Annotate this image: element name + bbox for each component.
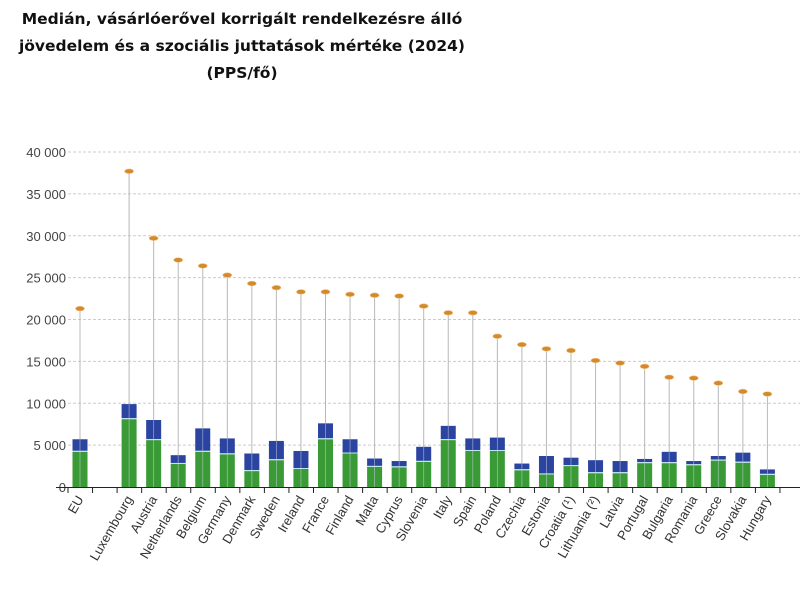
median-marker — [75, 306, 85, 312]
median-marker — [369, 292, 380, 298]
median-marker — [467, 310, 478, 316]
median-marker — [247, 280, 257, 287]
median-marker — [394, 293, 404, 299]
median-marker — [443, 310, 454, 316]
median-marker — [615, 360, 625, 366]
median-marker — [664, 374, 675, 380]
y-tick-label: 20 000 — [26, 313, 66, 328]
y-tick-label: 15 000 — [26, 354, 66, 369]
y-tick-label: 5 000 — [33, 438, 66, 453]
chart-title-line-3: (PPS/fő) — [206, 64, 278, 82]
median-marker — [148, 235, 159, 241]
median-marker — [713, 380, 724, 386]
median-marker — [541, 346, 552, 352]
median-marker — [738, 388, 748, 395]
median-marker — [517, 342, 527, 348]
x-category-label: Italy — [430, 493, 455, 522]
y-tick-label: 40 000 — [26, 145, 66, 160]
median-marker — [173, 257, 183, 263]
median-marker — [296, 289, 306, 295]
y-tick-label: 30 000 — [26, 229, 66, 244]
median-marker — [492, 333, 503, 339]
median-marker — [590, 357, 601, 364]
median-marker — [271, 285, 282, 291]
median-marker — [688, 375, 699, 381]
x-category-label: EU — [65, 493, 87, 516]
y-tick-label: 10 000 — [26, 396, 66, 411]
chart-title: Medián, vásárlóerővel korrigált rendelke… — [0, 6, 484, 87]
chart-title-line-1: Medián, vásárlóerővel korrigált rendelke… — [21, 10, 463, 28]
median-marker — [762, 391, 773, 397]
median-marker — [566, 347, 576, 354]
median-marker — [418, 303, 429, 309]
chart-title-line-2: jövedelem és a szociális juttatások mért… — [18, 37, 466, 55]
median-marker — [639, 363, 650, 370]
median-marker — [222, 272, 233, 278]
median-marker — [345, 291, 355, 297]
median-marker — [320, 289, 331, 295]
y-tick-label: 25 000 — [26, 271, 66, 286]
y-tick-label: 35 000 — [26, 187, 66, 202]
median-marker — [124, 168, 134, 174]
median-marker — [197, 263, 208, 269]
